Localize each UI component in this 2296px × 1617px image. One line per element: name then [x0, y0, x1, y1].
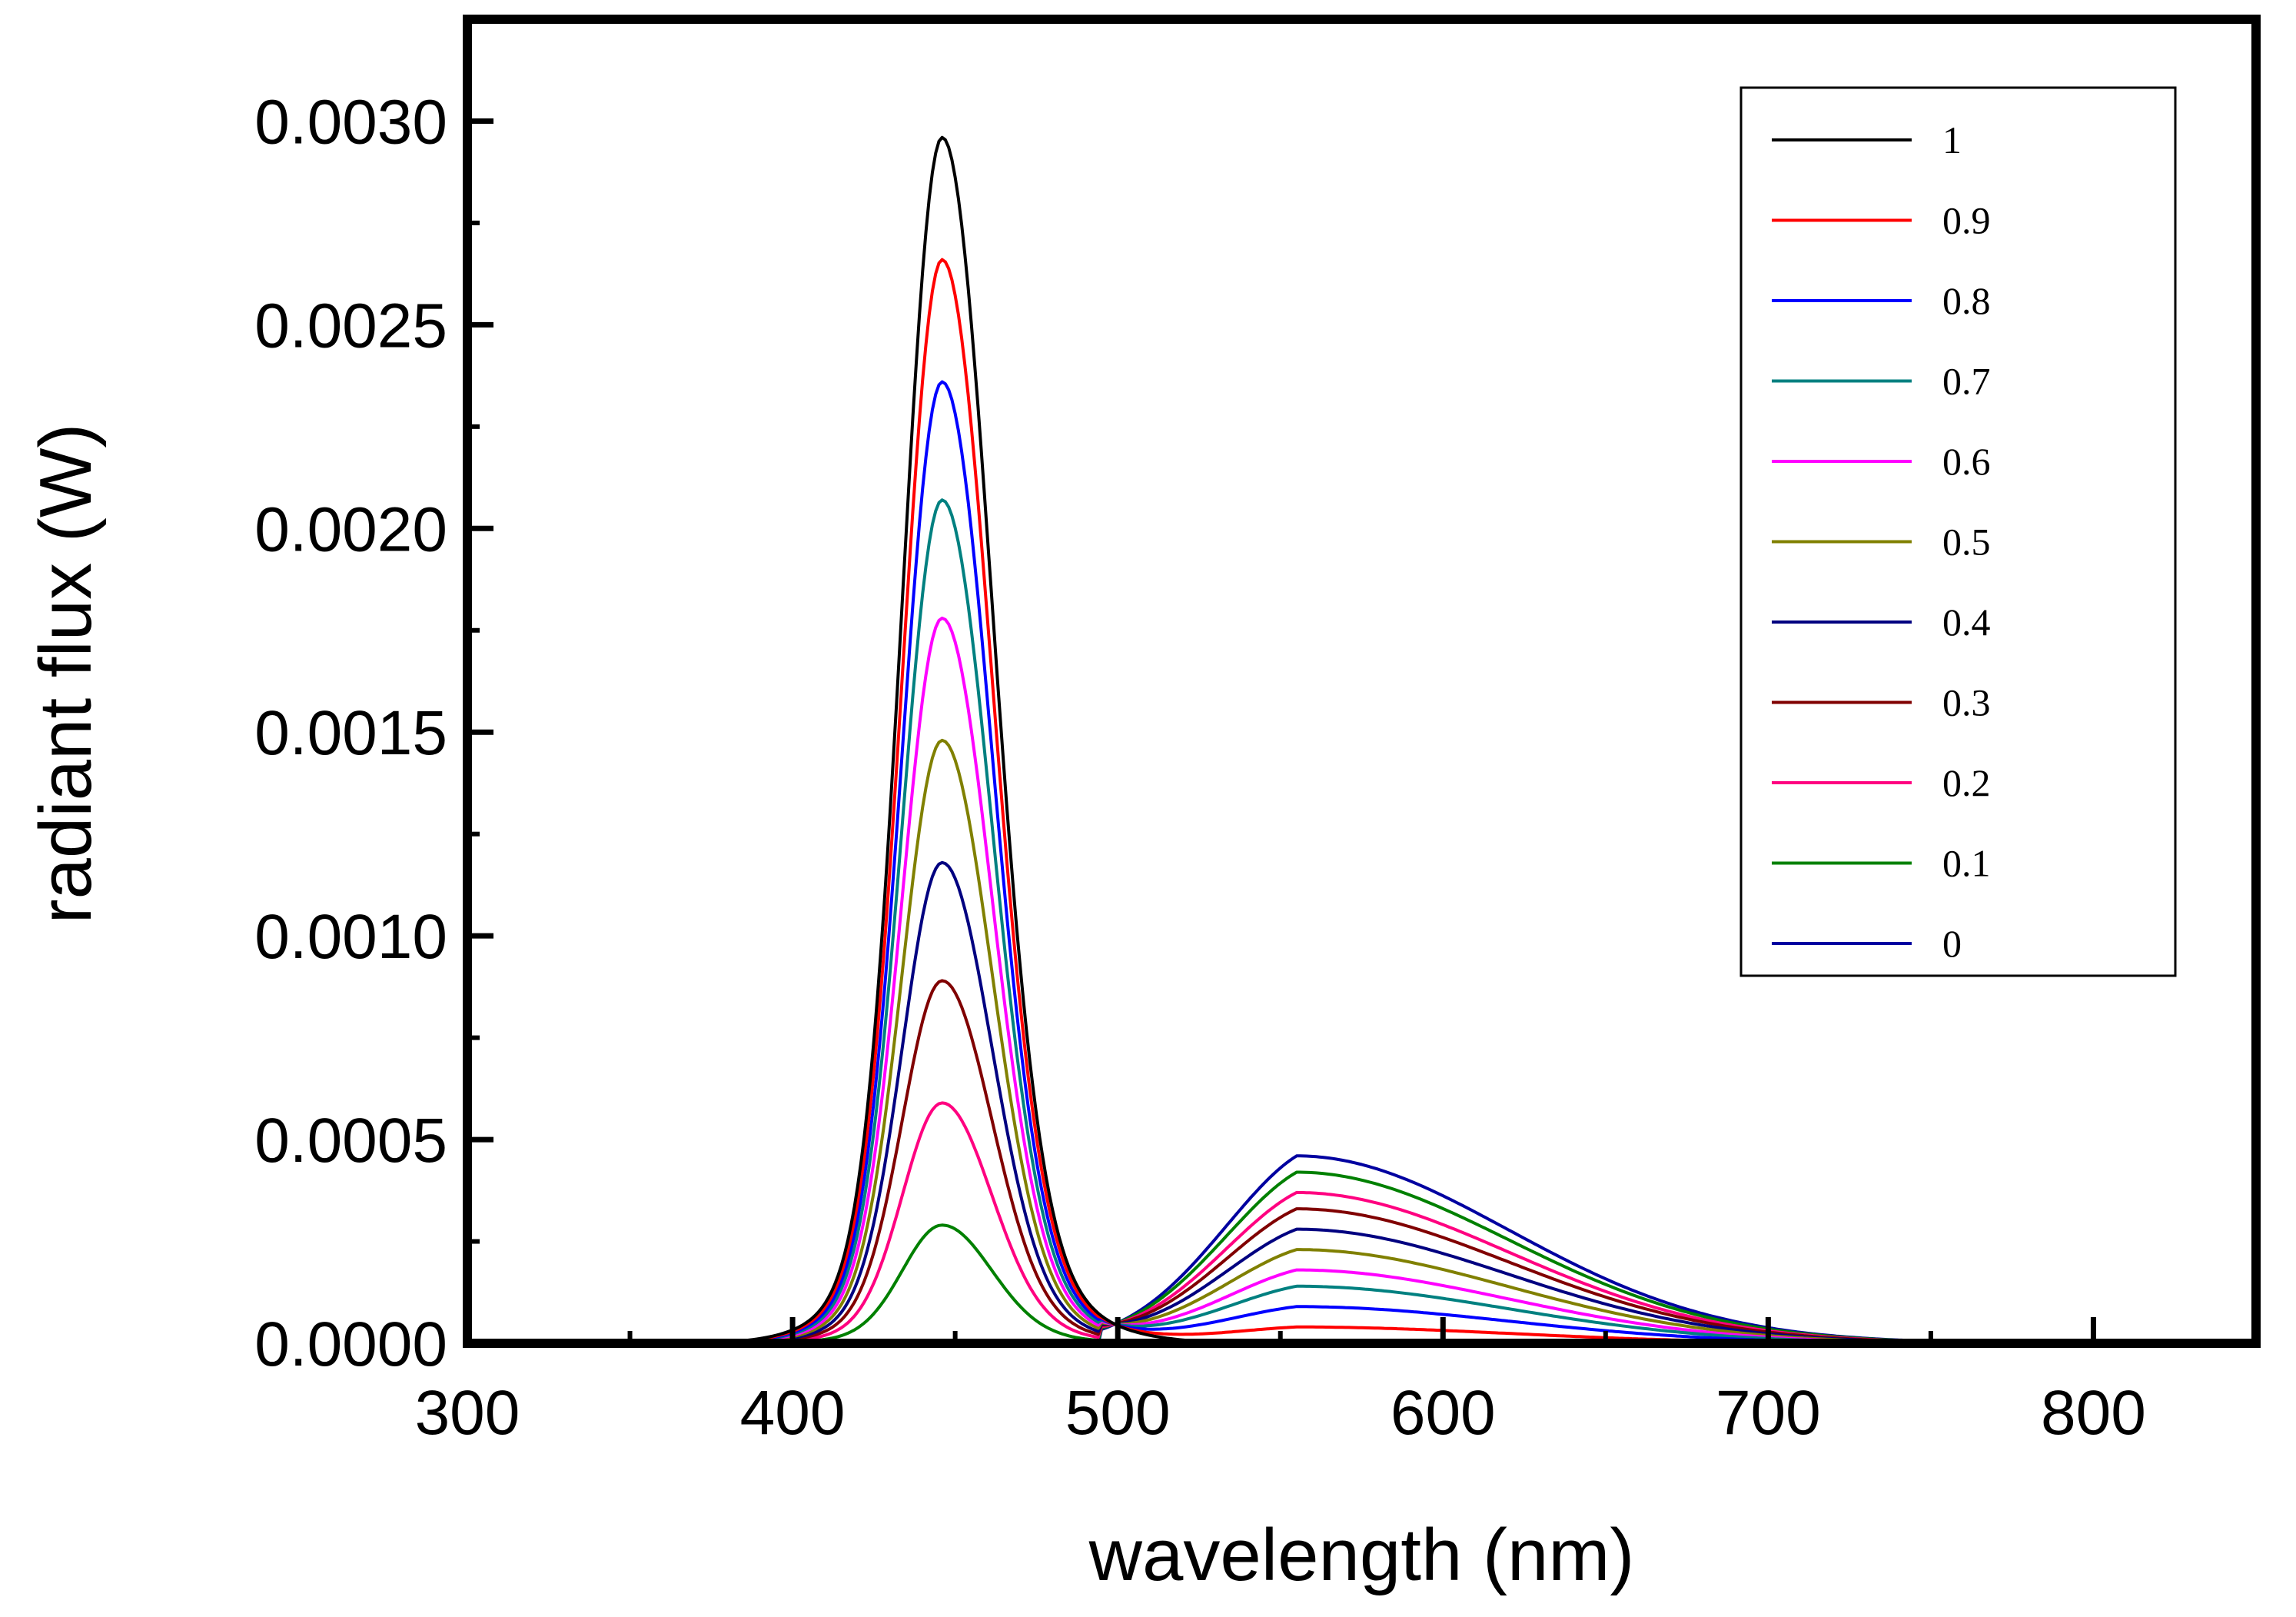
- legend: 1 0.9 0.8 0.7 0.6 0.5 0.4 0.3 0.2 0.1 0: [1739, 86, 2177, 977]
- x-tick-label: 600: [1391, 1378, 1496, 1448]
- legend-label: 0: [1942, 922, 1962, 965]
- y-tick-label: 0.0015: [254, 698, 447, 768]
- x-axis-title: wavelength (nm): [1088, 1514, 1635, 1596]
- x-tick-label: 500: [1065, 1378, 1171, 1448]
- y-tick-label: 0.0000: [254, 1309, 447, 1379]
- legend-label: 0.7: [1942, 360, 1991, 403]
- legend-label: 0.6: [1942, 440, 1991, 483]
- legend-label: 0.8: [1942, 279, 1991, 322]
- y-tick-label: 0.0010: [254, 902, 447, 972]
- legend-box: [1739, 86, 2177, 977]
- x-axis: 300 400 500 600 700 800: [415, 1317, 2146, 1448]
- legend-label: 0.1: [1942, 842, 1991, 885]
- legend-label: 0.4: [1942, 601, 1991, 644]
- x-tick-label: 700: [1716, 1378, 1821, 1448]
- plot-frame: [463, 15, 2261, 1348]
- legend-label: 0.3: [1942, 681, 1991, 724]
- y-tick-label: 0.0025: [254, 291, 447, 361]
- legend-label: 0.9: [1942, 199, 1991, 242]
- legend-label: 0.2: [1942, 761, 1991, 804]
- x-tick-label: 400: [740, 1378, 846, 1448]
- legend-label: 1: [1942, 118, 1962, 161]
- y-axis-title: radiant flux (W): [25, 424, 107, 924]
- legend-label: 0.5: [1942, 521, 1991, 564]
- y-axis: 0.0000 0.0005 0.0010 0.0015 0.0020 0.0025 0.00…: [254, 87, 493, 1379]
- y-tick-label: 0.0030: [254, 87, 447, 157]
- y-tick-label: 0.0020: [254, 494, 447, 564]
- y-tick-label: 0.0005: [254, 1106, 447, 1176]
- x-tick-label: 800: [2041, 1378, 2146, 1448]
- x-tick-label: 300: [415, 1378, 520, 1448]
